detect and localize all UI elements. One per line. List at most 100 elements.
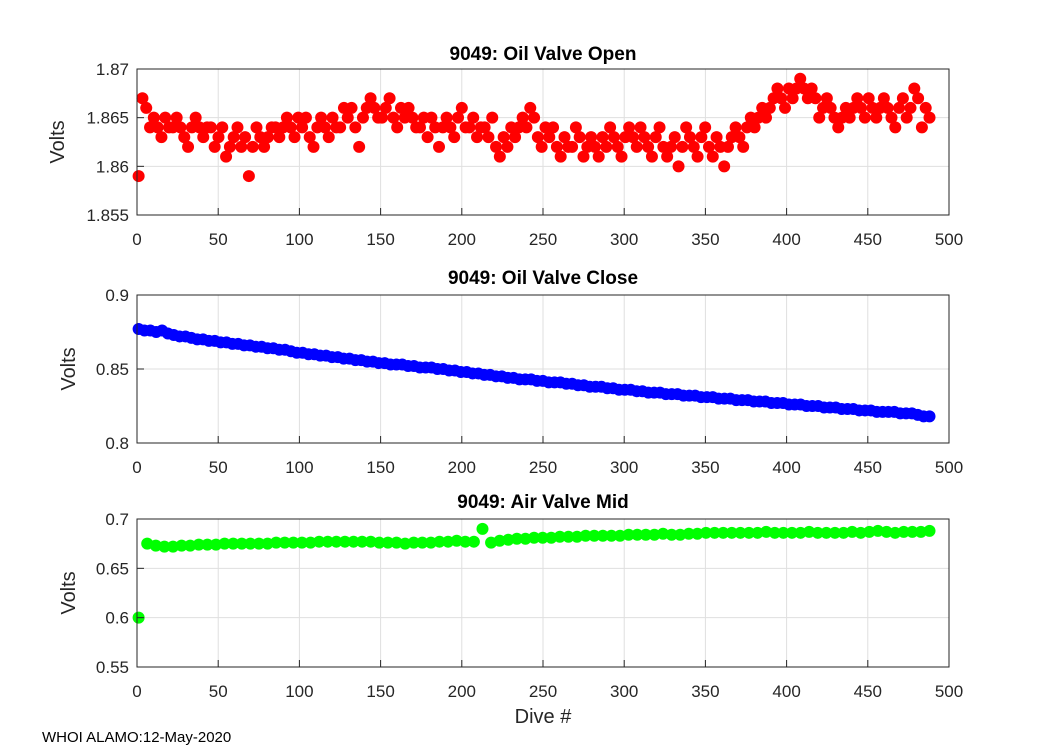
data-point: [197, 131, 210, 144]
data-point: [785, 526, 798, 539]
x-tick-label: 150: [366, 230, 394, 249]
data-point: [178, 131, 191, 144]
x-tick-label: 200: [448, 458, 476, 477]
data-point: [204, 121, 217, 134]
plot-title: 9049: Air Valve Mid: [457, 492, 628, 513]
data-point: [486, 111, 499, 124]
data-point: [531, 131, 544, 144]
data-point: [777, 526, 790, 539]
y-tick-labels: 1.855 1.86 1.865 1.87: [86, 60, 129, 225]
x-tick-labels: 0 50 100 150 200 250 300 350 400 450 500: [132, 458, 963, 477]
data-point: [250, 121, 263, 134]
data-point: [775, 92, 788, 105]
data-point: [824, 101, 837, 114]
data-point: [729, 121, 742, 134]
data-point: [923, 111, 936, 124]
data-point: [626, 131, 639, 144]
data-point: [258, 140, 271, 153]
data-point: [516, 111, 529, 124]
data-point: [622, 528, 635, 541]
data-point: [718, 160, 731, 173]
data-point: [547, 121, 560, 134]
data-point: [680, 121, 693, 134]
data-point: [341, 111, 354, 124]
data-point: [158, 540, 171, 553]
data-point: [885, 111, 898, 124]
data-point: [455, 101, 468, 114]
data-point: [208, 140, 221, 153]
data-point: [278, 536, 291, 549]
data-point: [356, 535, 369, 548]
data-point: [246, 140, 259, 153]
data-point: [717, 526, 730, 539]
data-point: [573, 131, 586, 144]
x-tick-label: 400: [772, 230, 800, 249]
data-point: [524, 101, 537, 114]
data-point: [900, 111, 913, 124]
data-point: [303, 131, 316, 144]
data-point: [615, 150, 628, 163]
x-tick-label: 150: [366, 682, 394, 701]
data-point: [553, 530, 566, 543]
x-tick-label: 50: [209, 458, 228, 477]
data-point: [490, 140, 503, 153]
data-point: [832, 121, 845, 134]
data-point: [592, 150, 605, 163]
data-point: [702, 140, 715, 153]
data-points: [132, 323, 936, 423]
x-tick-label: 200: [448, 230, 476, 249]
data-point: [407, 536, 420, 549]
data-point: [862, 92, 875, 105]
data-point: [330, 535, 343, 548]
data-point: [321, 535, 334, 548]
data-point: [687, 140, 700, 153]
data-point: [889, 121, 902, 134]
data-point: [192, 538, 205, 551]
data-point: [691, 150, 704, 163]
x-tick-label: 500: [935, 458, 963, 477]
data-point: [501, 140, 514, 153]
data-point: [623, 121, 636, 134]
data-point: [896, 92, 909, 105]
y-tick-labels: 0.8 0.85 0.9: [96, 286, 129, 453]
x-tick-label: 250: [529, 230, 557, 249]
y-tick-label: 0.85: [96, 360, 129, 379]
data-point: [467, 111, 480, 124]
data-point: [858, 111, 871, 124]
data-point: [665, 528, 678, 541]
data-point: [383, 92, 396, 105]
data-point: [649, 131, 662, 144]
data-point: [734, 526, 747, 539]
data-point: [760, 111, 773, 124]
data-point: [212, 131, 225, 144]
data-point: [923, 524, 936, 537]
plot-title: 9049: Oil Valve Open: [450, 44, 637, 65]
data-point: [295, 536, 308, 549]
x-tick-label: 350: [691, 682, 719, 701]
data-point: [809, 92, 822, 105]
data-point: [550, 140, 563, 153]
data-point: [577, 150, 590, 163]
data-point: [471, 131, 484, 144]
data-point: [356, 111, 369, 124]
x-tick-label: 50: [209, 682, 228, 701]
data-point: [897, 525, 910, 538]
data-point: [433, 140, 446, 153]
data-point: [155, 131, 168, 144]
plot-oil-valve-close: 9049: Oil Valve Close Volts 0 50 100 150 200…: [58, 268, 963, 477]
y-tick-label: 1.855: [86, 206, 129, 225]
data-point: [452, 111, 465, 124]
data-point: [136, 92, 149, 105]
x-tick-label: 200: [448, 682, 476, 701]
data-point: [280, 111, 293, 124]
data-point: [528, 111, 541, 124]
data-point: [645, 150, 658, 163]
data-point: [820, 92, 833, 105]
data-point: [345, 101, 358, 114]
y-tick-label: 1.865: [86, 109, 129, 128]
x-tick-label: 50: [209, 230, 228, 249]
plot-oil-valve-open: 9049: Oil Valve Open Volts 0 50 100 150 200 2…: [47, 44, 963, 249]
data-point: [391, 121, 404, 134]
data-point: [239, 131, 252, 144]
